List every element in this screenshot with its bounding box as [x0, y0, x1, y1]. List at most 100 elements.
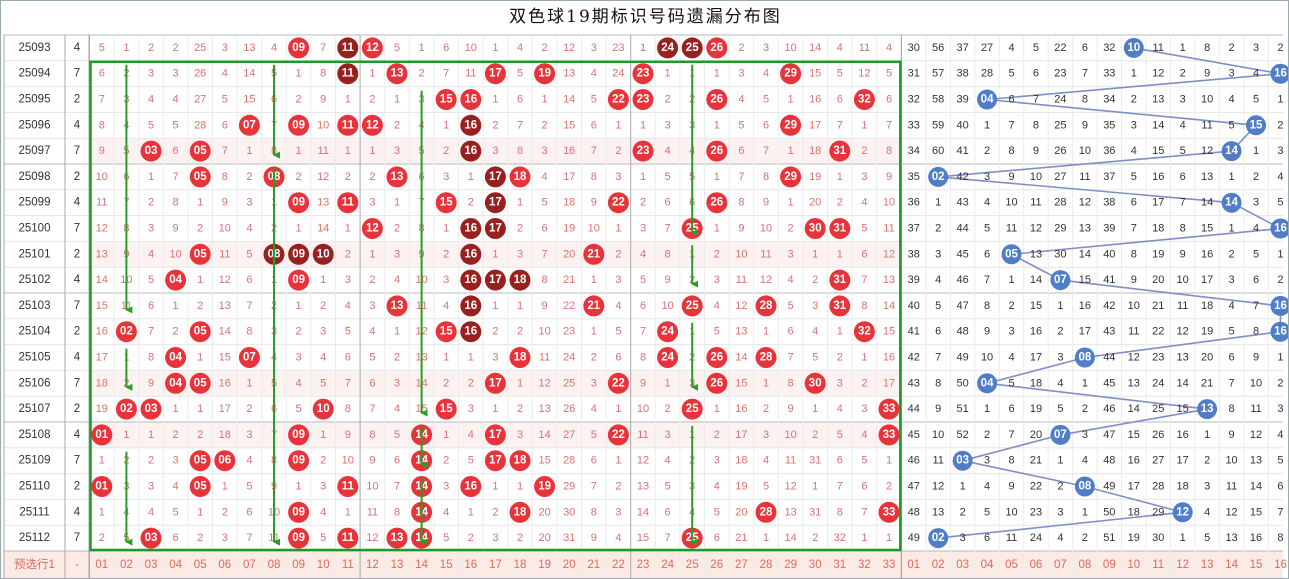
miss-count: 11: [367, 506, 378, 518]
blue-ball-number: 03: [956, 455, 969, 467]
blue-ball-number: 12: [1176, 506, 1189, 518]
period-label: 25102: [19, 274, 51, 286]
red-ball: [534, 63, 556, 85]
miss-count: 8: [788, 377, 794, 389]
miss-count: 3: [714, 274, 720, 286]
red-ball-number: 33: [883, 403, 896, 415]
red-ball-number: 21: [587, 300, 600, 312]
footer-red-number: 12: [366, 559, 379, 571]
red-ball-number: 09: [292, 532, 305, 544]
red-ball: [509, 166, 531, 188]
miss-count: 2: [714, 429, 720, 441]
red-ball: [435, 321, 457, 343]
blue-miss-count: 44: [908, 403, 920, 415]
blue-miss-count: 39: [957, 94, 969, 106]
red-ball-repeat: [484, 166, 506, 188]
miss-count: 5: [369, 352, 375, 364]
miss-count: 4: [788, 274, 794, 286]
blue-ball: [1270, 218, 1288, 239]
blue-miss-count: 38: [908, 248, 920, 260]
miss-count: 3: [148, 68, 154, 80]
miss-count: 2: [197, 532, 203, 544]
miss-count: 19: [809, 171, 821, 183]
red-ball-number: 31: [833, 274, 846, 286]
red-ball-number: 05: [194, 145, 207, 157]
blue-count: 7: [74, 223, 80, 235]
miss-count: 3: [492, 145, 498, 157]
miss-count: 2: [443, 377, 449, 389]
blue-miss-count: 6: [984, 532, 990, 544]
blue-miss-count: 7: [1277, 506, 1283, 518]
red-ball-number: 28: [760, 352, 773, 364]
blue-miss-count: 5: [1008, 68, 1014, 80]
footer-red-number: 16: [464, 559, 477, 571]
red-ball: [361, 114, 383, 136]
miss-count: 8: [837, 506, 843, 518]
blue-miss-count: 6: [1033, 68, 1039, 80]
miss-count: 10: [366, 481, 378, 493]
red-ball: [607, 372, 629, 394]
blue-miss-count: 4: [1229, 94, 1235, 106]
miss-count: 2: [738, 42, 744, 54]
blue-miss-count: 13: [1225, 532, 1237, 544]
red-ball-number: 16: [464, 326, 477, 338]
footer-blue-number: 15: [1250, 559, 1263, 571]
red-ball-number: 17: [489, 171, 502, 183]
miss-count: 4: [837, 403, 843, 415]
miss-count: 2: [812, 274, 818, 286]
miss-count: 3: [812, 300, 818, 312]
red-ball: [484, 63, 506, 85]
miss-count: 1: [763, 532, 769, 544]
miss-count: 14: [219, 326, 231, 338]
miss-count: 9: [222, 197, 228, 209]
footer-red-number: 24: [661, 559, 674, 571]
miss-count: 1: [369, 248, 375, 260]
red-ball-repeat: [460, 218, 482, 239]
miss-count: 11: [859, 42, 870, 54]
miss-count: 1: [197, 352, 203, 364]
miss-count: 2: [492, 506, 498, 518]
blue-count: 2: [74, 94, 80, 106]
miss-count: 9: [591, 197, 597, 209]
miss-count: 3: [246, 429, 252, 441]
blue-miss-count: 25: [1152, 403, 1164, 415]
red-ball-number: 17: [489, 429, 502, 441]
miss-count: 1: [665, 68, 671, 80]
red-ball: [115, 398, 137, 420]
miss-count: 4: [148, 248, 154, 260]
blue-miss-count: 12: [1225, 506, 1237, 518]
red-ball: [829, 140, 851, 162]
blue-miss-count: 4: [1057, 377, 1063, 389]
red-ball: [189, 450, 211, 472]
blue-miss-count: 5: [1033, 42, 1039, 54]
miss-count: 2: [615, 248, 621, 260]
blue-miss-count: 1: [984, 119, 990, 131]
footer-blue-number: 08: [1078, 559, 1091, 571]
blue-miss-count: 42: [1103, 300, 1115, 312]
red-ball-number: 16: [464, 300, 477, 312]
blue-miss-count: 14: [1201, 197, 1213, 209]
miss-count: 5: [443, 532, 449, 544]
red-ball-number: 25: [686, 42, 699, 54]
miss-count: 12: [883, 248, 895, 260]
miss-count: 1: [714, 119, 720, 131]
footer-red-number: 08: [268, 559, 281, 571]
blue-ball-number: 16: [1274, 326, 1287, 338]
miss-count: 20: [809, 197, 821, 209]
miss-count: 3: [837, 377, 843, 389]
miss-count: 12: [96, 223, 108, 235]
miss-count: 14: [538, 429, 550, 441]
blue-miss-count: 48: [1103, 455, 1115, 467]
miss-count: 7: [99, 94, 105, 106]
red-ball-number: 25: [686, 300, 699, 312]
miss-count: 10: [342, 455, 354, 467]
blue-miss-count: 36: [908, 197, 920, 209]
miss-count: 16: [96, 326, 108, 338]
miss-count: 17: [809, 119, 821, 131]
miss-count: 6: [861, 481, 867, 493]
blue-miss-count: 17: [1128, 481, 1140, 493]
miss-count: 1: [345, 506, 351, 518]
red-ball-number: 13: [391, 171, 404, 183]
blue-miss-count: 8: [1082, 94, 1088, 106]
red-ball: [435, 398, 457, 420]
